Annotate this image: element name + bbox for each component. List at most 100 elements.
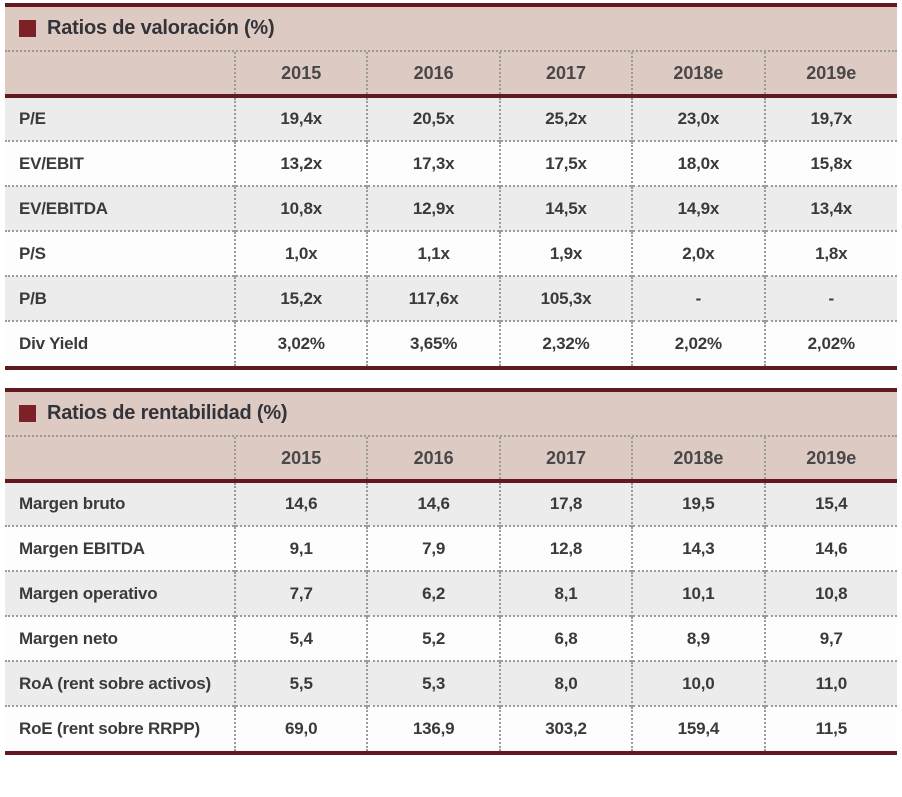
cell-value: 19,5 (631, 481, 765, 526)
cell-value: 17,3x (366, 140, 500, 186)
cell-value: 17,8 (498, 481, 633, 526)
cell-value: 10,8x (233, 185, 368, 231)
cell-value: 14,9x (631, 185, 765, 231)
table-row: Margen EBITDA 9,1 7,9 12,8 14,3 14,6 (5, 525, 897, 571)
cell-value: 1,8x (763, 230, 897, 276)
cell-value: 12,9x (366, 185, 500, 231)
cell-value: 2,02% (763, 320, 897, 366)
empty-corner-cell (5, 437, 235, 483)
row-label: EV/EBIT (5, 140, 235, 186)
year-header: 2015 (233, 52, 368, 98)
cell-value: 1,0x (233, 230, 368, 276)
cell-value: 3,65% (366, 320, 500, 366)
row-label: P/B (5, 275, 235, 321)
cell-value: 3,02% (233, 320, 368, 366)
year-header: 2015 (233, 437, 368, 483)
table-row: Div Yield 3,02% 3,65% 2,32% 2,02% 2,02% (5, 320, 897, 366)
cell-value: 117,6x (366, 275, 500, 321)
cell-value: 1,9x (498, 230, 633, 276)
row-label: Margen operativo (5, 570, 235, 616)
cell-value: 10,0 (631, 660, 765, 706)
row-label: RoA (rent sobre activos) (5, 660, 235, 706)
year-header: 2016 (366, 52, 500, 98)
cell-value: 5,5 (233, 660, 368, 706)
valuation-ratios-section: Ratios de valoración (%) 2015 2016 2017 … (5, 3, 897, 370)
cell-value: 19,4x (233, 96, 368, 141)
cell-value: 2,02% (631, 320, 765, 366)
table-row: EV/EBIT 13,2x 17,3x 17,5x 18,0x 15,8x (5, 140, 897, 186)
cell-value: 6,8 (498, 615, 633, 661)
year-header: 2018e (631, 52, 765, 98)
row-label: EV/EBITDA (5, 185, 235, 231)
cell-value: 7,9 (366, 525, 500, 571)
section-title: Ratios de rentabilidad (%) (47, 402, 288, 424)
cell-value: 7,7 (233, 570, 368, 616)
cell-value: 15,4 (763, 481, 897, 526)
year-header: 2017 (498, 52, 633, 98)
cell-value: 10,1 (631, 570, 765, 616)
cell-value: 14,3 (631, 525, 765, 571)
cell-value: 9,1 (233, 525, 368, 571)
cell-value: 105,3x (498, 275, 633, 321)
cell-value: 5,2 (366, 615, 500, 661)
cell-value: 9,7 (763, 615, 897, 661)
profitability-ratios-section: Ratios de rentabilidad (%) 2015 2016 201… (5, 388, 897, 755)
year-header-row: 2015 2016 2017 2018e 2019e (5, 437, 897, 483)
section-marker-icon (19, 20, 36, 37)
cell-value: 13,4x (763, 185, 897, 231)
cell-value: 8,9 (631, 615, 765, 661)
valuation-ratios-table: 2015 2016 2017 2018e 2019e P/E 19,4x 20,… (5, 52, 897, 366)
cell-value: 23,0x (631, 96, 765, 141)
cell-value: 19,7x (763, 96, 897, 141)
row-label: Margen EBITDA (5, 525, 235, 571)
row-label: Margen neto (5, 615, 235, 661)
cell-value: 69,0 (233, 705, 368, 751)
year-header: 2019e (763, 52, 897, 98)
cell-value: 5,3 (366, 660, 500, 706)
cell-value: 10,8 (763, 570, 897, 616)
cell-value: - (763, 275, 897, 321)
cell-value: 15,8x (763, 140, 897, 186)
cell-value: 12,8 (498, 525, 633, 571)
cell-value: 159,4 (631, 705, 765, 751)
profitability-ratios-table: 2015 2016 2017 2018e 2019e Margen bruto … (5, 437, 897, 751)
cell-value: 20,5x (366, 96, 500, 141)
cell-value: 14,5x (498, 185, 633, 231)
cell-value: 11,0 (763, 660, 897, 706)
cell-value: - (631, 275, 765, 321)
row-label: P/S (5, 230, 235, 276)
cell-value: 15,2x (233, 275, 368, 321)
year-header-row: 2015 2016 2017 2018e 2019e (5, 52, 897, 98)
cell-value: 2,0x (631, 230, 765, 276)
cell-value: 6,2 (366, 570, 500, 616)
cell-value: 17,5x (498, 140, 633, 186)
cell-value: 18,0x (631, 140, 765, 186)
valuation-section-header: Ratios de valoración (%) (5, 7, 897, 52)
row-label: RoE (rent sobre RRPP) (5, 705, 235, 751)
empty-corner-cell (5, 52, 235, 98)
table-row: RoE (rent sobre RRPP) 69,0 136,9 303,2 1… (5, 705, 897, 751)
cell-value: 14,6 (366, 481, 500, 526)
row-label: P/E (19, 109, 46, 128)
cell-value: 5,4 (233, 615, 368, 661)
table-row: RoA (rent sobre activos) 5,5 5,3 8,0 10,… (5, 660, 897, 706)
year-header: 2019e (763, 437, 897, 483)
section-title: Ratios de valoración (%) (47, 17, 275, 39)
row-label: Div Yield (5, 320, 235, 366)
table-row: EV/EBITDA 10,8x 12,9x 14,5x 14,9x 13,4x (5, 185, 897, 231)
cell-value: 25,2x (498, 96, 633, 141)
profitability-section-header: Ratios de rentabilidad (%) (5, 392, 897, 437)
cell-value: 8,0 (498, 660, 633, 706)
table-row: P/E 19,4x 20,5x 25,2x 23,0x 19,7x (5, 96, 897, 141)
cell-value: 303,2 (498, 705, 633, 751)
year-header: 2018e (631, 437, 765, 483)
year-header: 2017 (498, 437, 633, 483)
cell-value: 14,6 (763, 525, 897, 571)
table-row: P/S 1,0x 1,1x 1,9x 2,0x 1,8x (5, 230, 897, 276)
row-label: Margen bruto (19, 494, 126, 513)
table-row: P/B 15,2x 117,6x 105,3x - - (5, 275, 897, 321)
table-row: Margen operativo 7,7 6,2 8,1 10,1 10,8 (5, 570, 897, 616)
cell-value: 14,6 (233, 481, 368, 526)
cell-value: 13,2x (233, 140, 368, 186)
table-row: Margen bruto 14,6 14,6 17,8 19,5 15,4 (5, 481, 897, 526)
